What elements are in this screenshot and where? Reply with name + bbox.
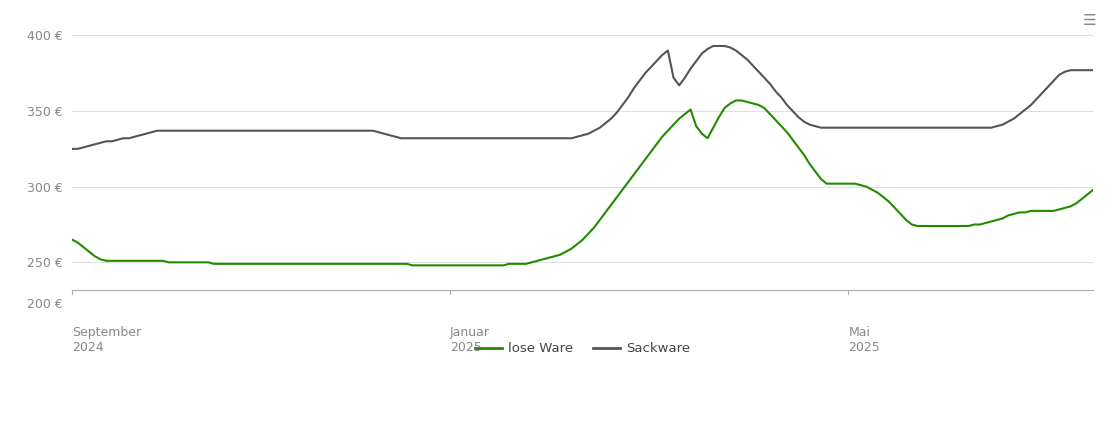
Text: ☰: ☰ (1083, 13, 1097, 27)
Legend: lose Ware, Sackware: lose Ware, Sackware (470, 337, 696, 360)
